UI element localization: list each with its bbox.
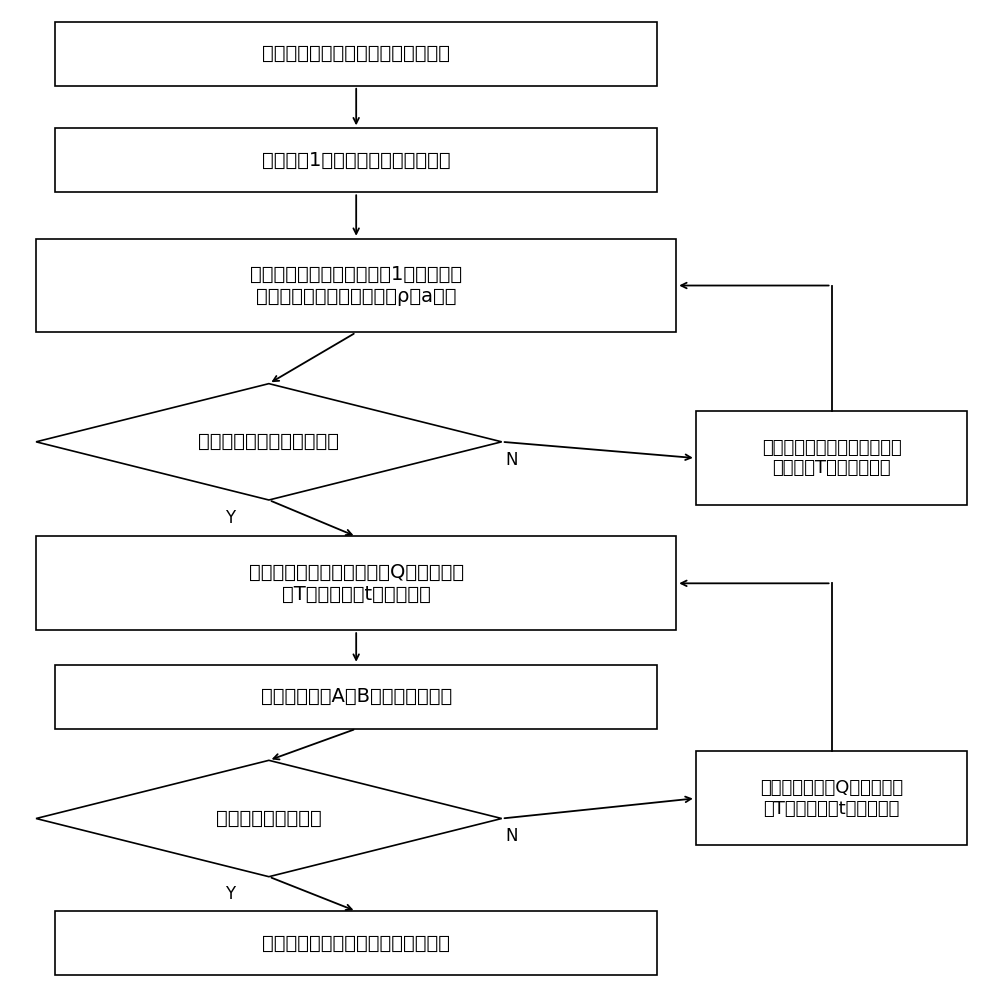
Text: 生成待评价锂离子电池的寿命分布图: 生成待评价锂离子电池的寿命分布图 (262, 934, 451, 953)
Text: Y: Y (225, 509, 235, 527)
Polygon shape (36, 760, 502, 877)
Text: 计算模型参数A、B的均值和标准差: 计算模型参数A、B的均值和标准差 (261, 687, 452, 706)
Bar (55, 911, 657, 975)
Bar (55, 128, 657, 192)
Bar (696, 751, 967, 845)
Text: 调整容量损失率Q、存储温度
值T、取样时间t的误差范围: 调整容量损失率Q、存储温度 值T、取样时间t的误差范围 (760, 779, 903, 818)
Text: 建立式（1）所示容量衰减老化模型: 建立式（1）所示容量衰减老化模型 (262, 151, 451, 170)
Text: 确定实验条件进行实验生成实验数据: 确定实验条件进行实验生成实验数据 (262, 44, 451, 63)
Bar (696, 411, 967, 505)
Text: 通过考虑实验误差利用式（1）所示容量
衰减老化模型确定模型参数ρ、a的值: 通过考虑实验误差利用式（1）所示容量 衰减老化模型确定模型参数ρ、a的值 (250, 265, 462, 306)
Bar (36, 536, 676, 630)
Text: 存储温度范围的选择合理？: 存储温度范围的选择合理？ (199, 432, 339, 451)
Text: Y: Y (225, 885, 235, 903)
Text: N: N (505, 827, 518, 845)
Bar (36, 239, 676, 332)
Text: 确定实验数据中容量损失率Q、存储温度
值T、取样时间t的误差范围: 确定实验数据中容量损失率Q、存储温度 值T、取样时间t的误差范围 (249, 563, 463, 604)
Bar (55, 665, 657, 729)
Polygon shape (36, 384, 502, 500)
Text: N: N (505, 451, 518, 469)
Text: 拟合优度满足要求？: 拟合优度满足要求？ (216, 809, 322, 828)
Bar (55, 22, 657, 86)
Text: 从实验数据舍去最高的一个存
储温度值T的取样点数据: 从实验数据舍去最高的一个存 储温度值T的取样点数据 (762, 439, 901, 477)
